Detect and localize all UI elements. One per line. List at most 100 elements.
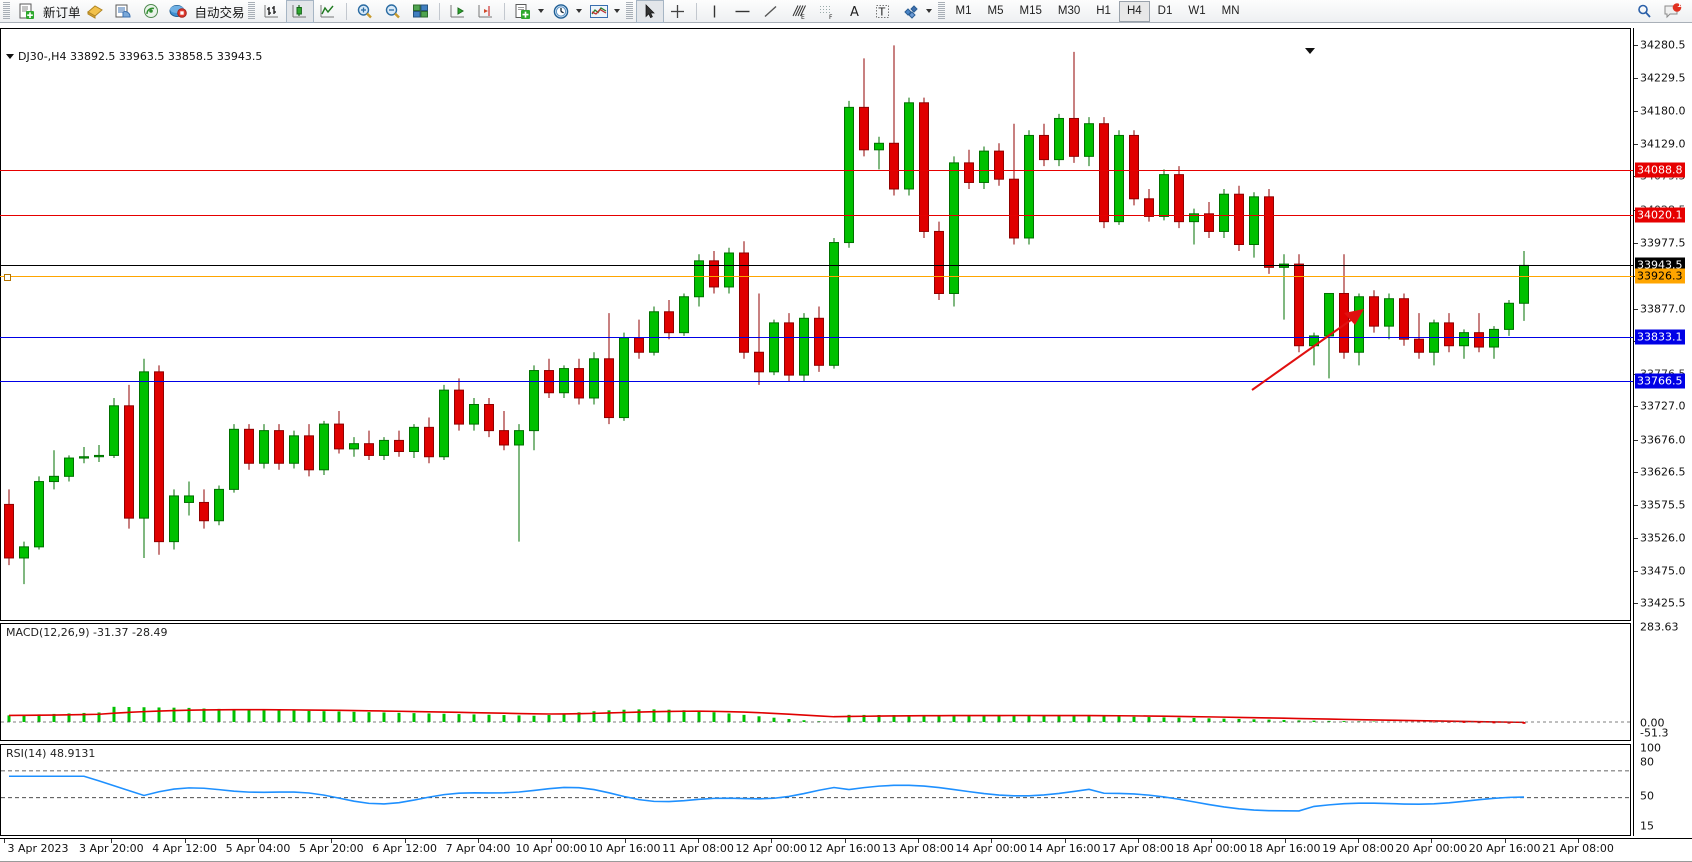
timeframe-m30[interactable]: M30 bbox=[1057, 5, 1081, 17]
timeframe-mn[interactable]: MN bbox=[1221, 5, 1240, 17]
shapes-icon-button[interactable] bbox=[897, 0, 925, 23]
timeframe-m5[interactable]: M5 bbox=[987, 5, 1004, 17]
timeframe-h1[interactable]: H1 bbox=[1096, 5, 1111, 17]
time-axis-label: 18 Apr 16:00 bbox=[1248, 842, 1321, 855]
trend-arrow-annotation[interactable] bbox=[1240, 293, 1380, 403]
hline-bid-33926[interactable] bbox=[0, 276, 1633, 278]
time-axis-tick bbox=[258, 839, 259, 843]
rsi-label: RSI(14) 48.9131 bbox=[6, 747, 96, 760]
time-axis-tick bbox=[991, 839, 993, 843]
alerts-icon-button[interactable]: 1 bbox=[1658, 0, 1686, 23]
zoom-in-icon-button[interactable] bbox=[351, 0, 379, 23]
expert-advisor-icon-button[interactable] bbox=[81, 0, 109, 23]
time-axis-label: 18 Apr 00:00 bbox=[1175, 842, 1248, 855]
timeframe-h4[interactable]: H4 bbox=[1118, 0, 1150, 22]
price-axis-label: 34129.0 bbox=[1640, 137, 1686, 151]
hline-resistance-34020[interactable] bbox=[0, 215, 1633, 217]
time-axis-label: 20 Apr 00:00 bbox=[1395, 842, 1468, 855]
rsi-axis-label: 100 bbox=[1640, 741, 1661, 755]
signals-icon-button[interactable] bbox=[137, 0, 165, 23]
time-axis-tick bbox=[404, 839, 406, 843]
timeframe-d1[interactable]: D1 bbox=[1157, 5, 1173, 17]
toolbar-grip-2[interactable] bbox=[247, 2, 255, 20]
time-axis[interactable]: 3 Apr 2023 3 Apr 20:00 4 Apr 12:00 5 Apr 04… bbox=[0, 838, 1692, 862]
auto-scroll-icon-button[interactable] bbox=[472, 0, 500, 23]
line-chart-icon-button[interactable] bbox=[314, 0, 342, 23]
toolbar-grip-4[interactable] bbox=[937, 2, 945, 20]
hline-support-33833[interactable] bbox=[0, 337, 1633, 339]
new-chart-icon-button[interactable] bbox=[509, 0, 537, 23]
bar-chart-icon-button[interactable] bbox=[258, 0, 286, 23]
time-axis-label: 3 Apr 2023 bbox=[7, 842, 69, 855]
macd-panel[interactable]: MACD(12,26,9) -31.37 -28.49 bbox=[0, 623, 1631, 741]
chart-collapse-triangle-icon[interactable] bbox=[6, 54, 14, 59]
text-label-icon-button[interactable]: A bbox=[841, 0, 869, 23]
chart-shift-icon-button[interactable] bbox=[444, 0, 472, 23]
candlestick-chart-icon-button[interactable] bbox=[285, 0, 314, 23]
hline-drag-handle[interactable] bbox=[4, 274, 11, 282]
price-axis-tick bbox=[1634, 505, 1638, 507]
tile-windows-icon-button[interactable] bbox=[407, 0, 435, 23]
vertical-line-icon-button[interactable] bbox=[701, 0, 729, 23]
time-axis-tick bbox=[844, 839, 846, 843]
price-axis-label: 33977.5 bbox=[1640, 236, 1686, 250]
chart-canvas[interactable]: DJ30-,H4 33892.5 33963.5 33858.5 33943.5… bbox=[0, 23, 1692, 862]
indicators-icon-button[interactable] bbox=[585, 0, 613, 23]
time-axis-label: 19 Apr 08:00 bbox=[1322, 842, 1394, 855]
price-axis[interactable]: 34280.534229.534180.034129.034079.534028… bbox=[1633, 28, 1692, 836]
new-order-button[interactable] bbox=[13, 0, 41, 23]
indicators-dropdown-caret[interactable] bbox=[613, 9, 620, 13]
period-dropdown-caret[interactable] bbox=[575, 9, 582, 13]
price-axis-tick bbox=[1634, 472, 1638, 474]
trendline-icon-button[interactable] bbox=[757, 0, 785, 23]
time-axis-tick bbox=[1138, 839, 1139, 843]
timeframe-w1[interactable]: W1 bbox=[1188, 5, 1206, 17]
rsi-panel[interactable]: RSI(14) 48.9131 bbox=[0, 744, 1631, 836]
crosshair-icon-button[interactable] bbox=[664, 0, 692, 23]
price-tag-34020-1[interactable]: 34020.1 bbox=[1635, 207, 1685, 223]
price-panel[interactable] bbox=[0, 28, 1631, 621]
toolbar-grip-3[interactable] bbox=[625, 2, 633, 20]
cursor-icon-button[interactable] bbox=[635, 0, 664, 23]
autotrading-icon-button[interactable] bbox=[165, 0, 193, 23]
time-axis-tick bbox=[918, 839, 919, 843]
toolbar-separator-1 bbox=[345, 2, 347, 20]
text-box-icon-button[interactable]: T bbox=[869, 0, 897, 23]
svg-text:T: T bbox=[878, 5, 886, 18]
toolbar-grip[interactable] bbox=[3, 2, 10, 20]
time-axis-label: 14 Apr 16:00 bbox=[1028, 842, 1101, 855]
toolbar-separator-2 bbox=[438, 2, 440, 20]
zoom-out-icon-button[interactable] bbox=[379, 0, 407, 23]
hline-support-33766[interactable] bbox=[0, 380, 1633, 382]
fibonacci-icon-button[interactable]: E bbox=[785, 0, 813, 23]
price-axis-tick bbox=[1634, 242, 1638, 244]
macd-axis-label: -51.3 bbox=[1640, 726, 1669, 740]
price-axis-label: 34180.0 bbox=[1640, 104, 1686, 118]
price-tag-33766-5[interactable]: 33766.5 bbox=[1635, 373, 1685, 389]
equidistant-channel-icon-button[interactable]: F bbox=[813, 0, 841, 23]
price-tag-34088-8[interactable]: 34088.8 bbox=[1635, 162, 1685, 178]
timeframe-m15[interactable]: M15 bbox=[1019, 5, 1042, 17]
chart-top-marker-icon bbox=[1305, 48, 1315, 54]
symbol-ohlc-label: DJ30-,H4 33892.5 33963.5 33858.5 33943.5 bbox=[18, 50, 263, 63]
shapes-dropdown-caret[interactable] bbox=[925, 9, 932, 13]
timeframe-m1[interactable]: M1 bbox=[955, 5, 972, 17]
toolbar-separator-3 bbox=[503, 2, 505, 20]
svg-text:A: A bbox=[850, 5, 859, 20]
price-axis-label: 33626.5 bbox=[1640, 465, 1686, 479]
price-tag-33926-3[interactable]: 33926.3 bbox=[1635, 268, 1685, 284]
time-axis-tick bbox=[1064, 839, 1066, 843]
price-tag-33833-1[interactable]: 33833.1 bbox=[1635, 329, 1685, 345]
data-window-icon-button[interactable] bbox=[109, 0, 137, 23]
period-icon-button[interactable] bbox=[547, 0, 575, 23]
time-axis-tick bbox=[1431, 839, 1433, 843]
time-axis-tick bbox=[698, 839, 699, 843]
search-icon-button[interactable] bbox=[1630, 0, 1658, 23]
horizontal-line-icon-button[interactable] bbox=[729, 0, 757, 23]
hline-resistance-34088[interactable] bbox=[0, 170, 1633, 172]
price-axis-tick bbox=[1634, 439, 1638, 441]
time-axis-tick bbox=[771, 839, 773, 843]
time-axis-label: 10 Apr 16:00 bbox=[588, 842, 661, 855]
time-axis-label: 5 Apr 20:00 bbox=[298, 842, 364, 855]
new-chart-dropdown-caret[interactable] bbox=[537, 9, 544, 13]
